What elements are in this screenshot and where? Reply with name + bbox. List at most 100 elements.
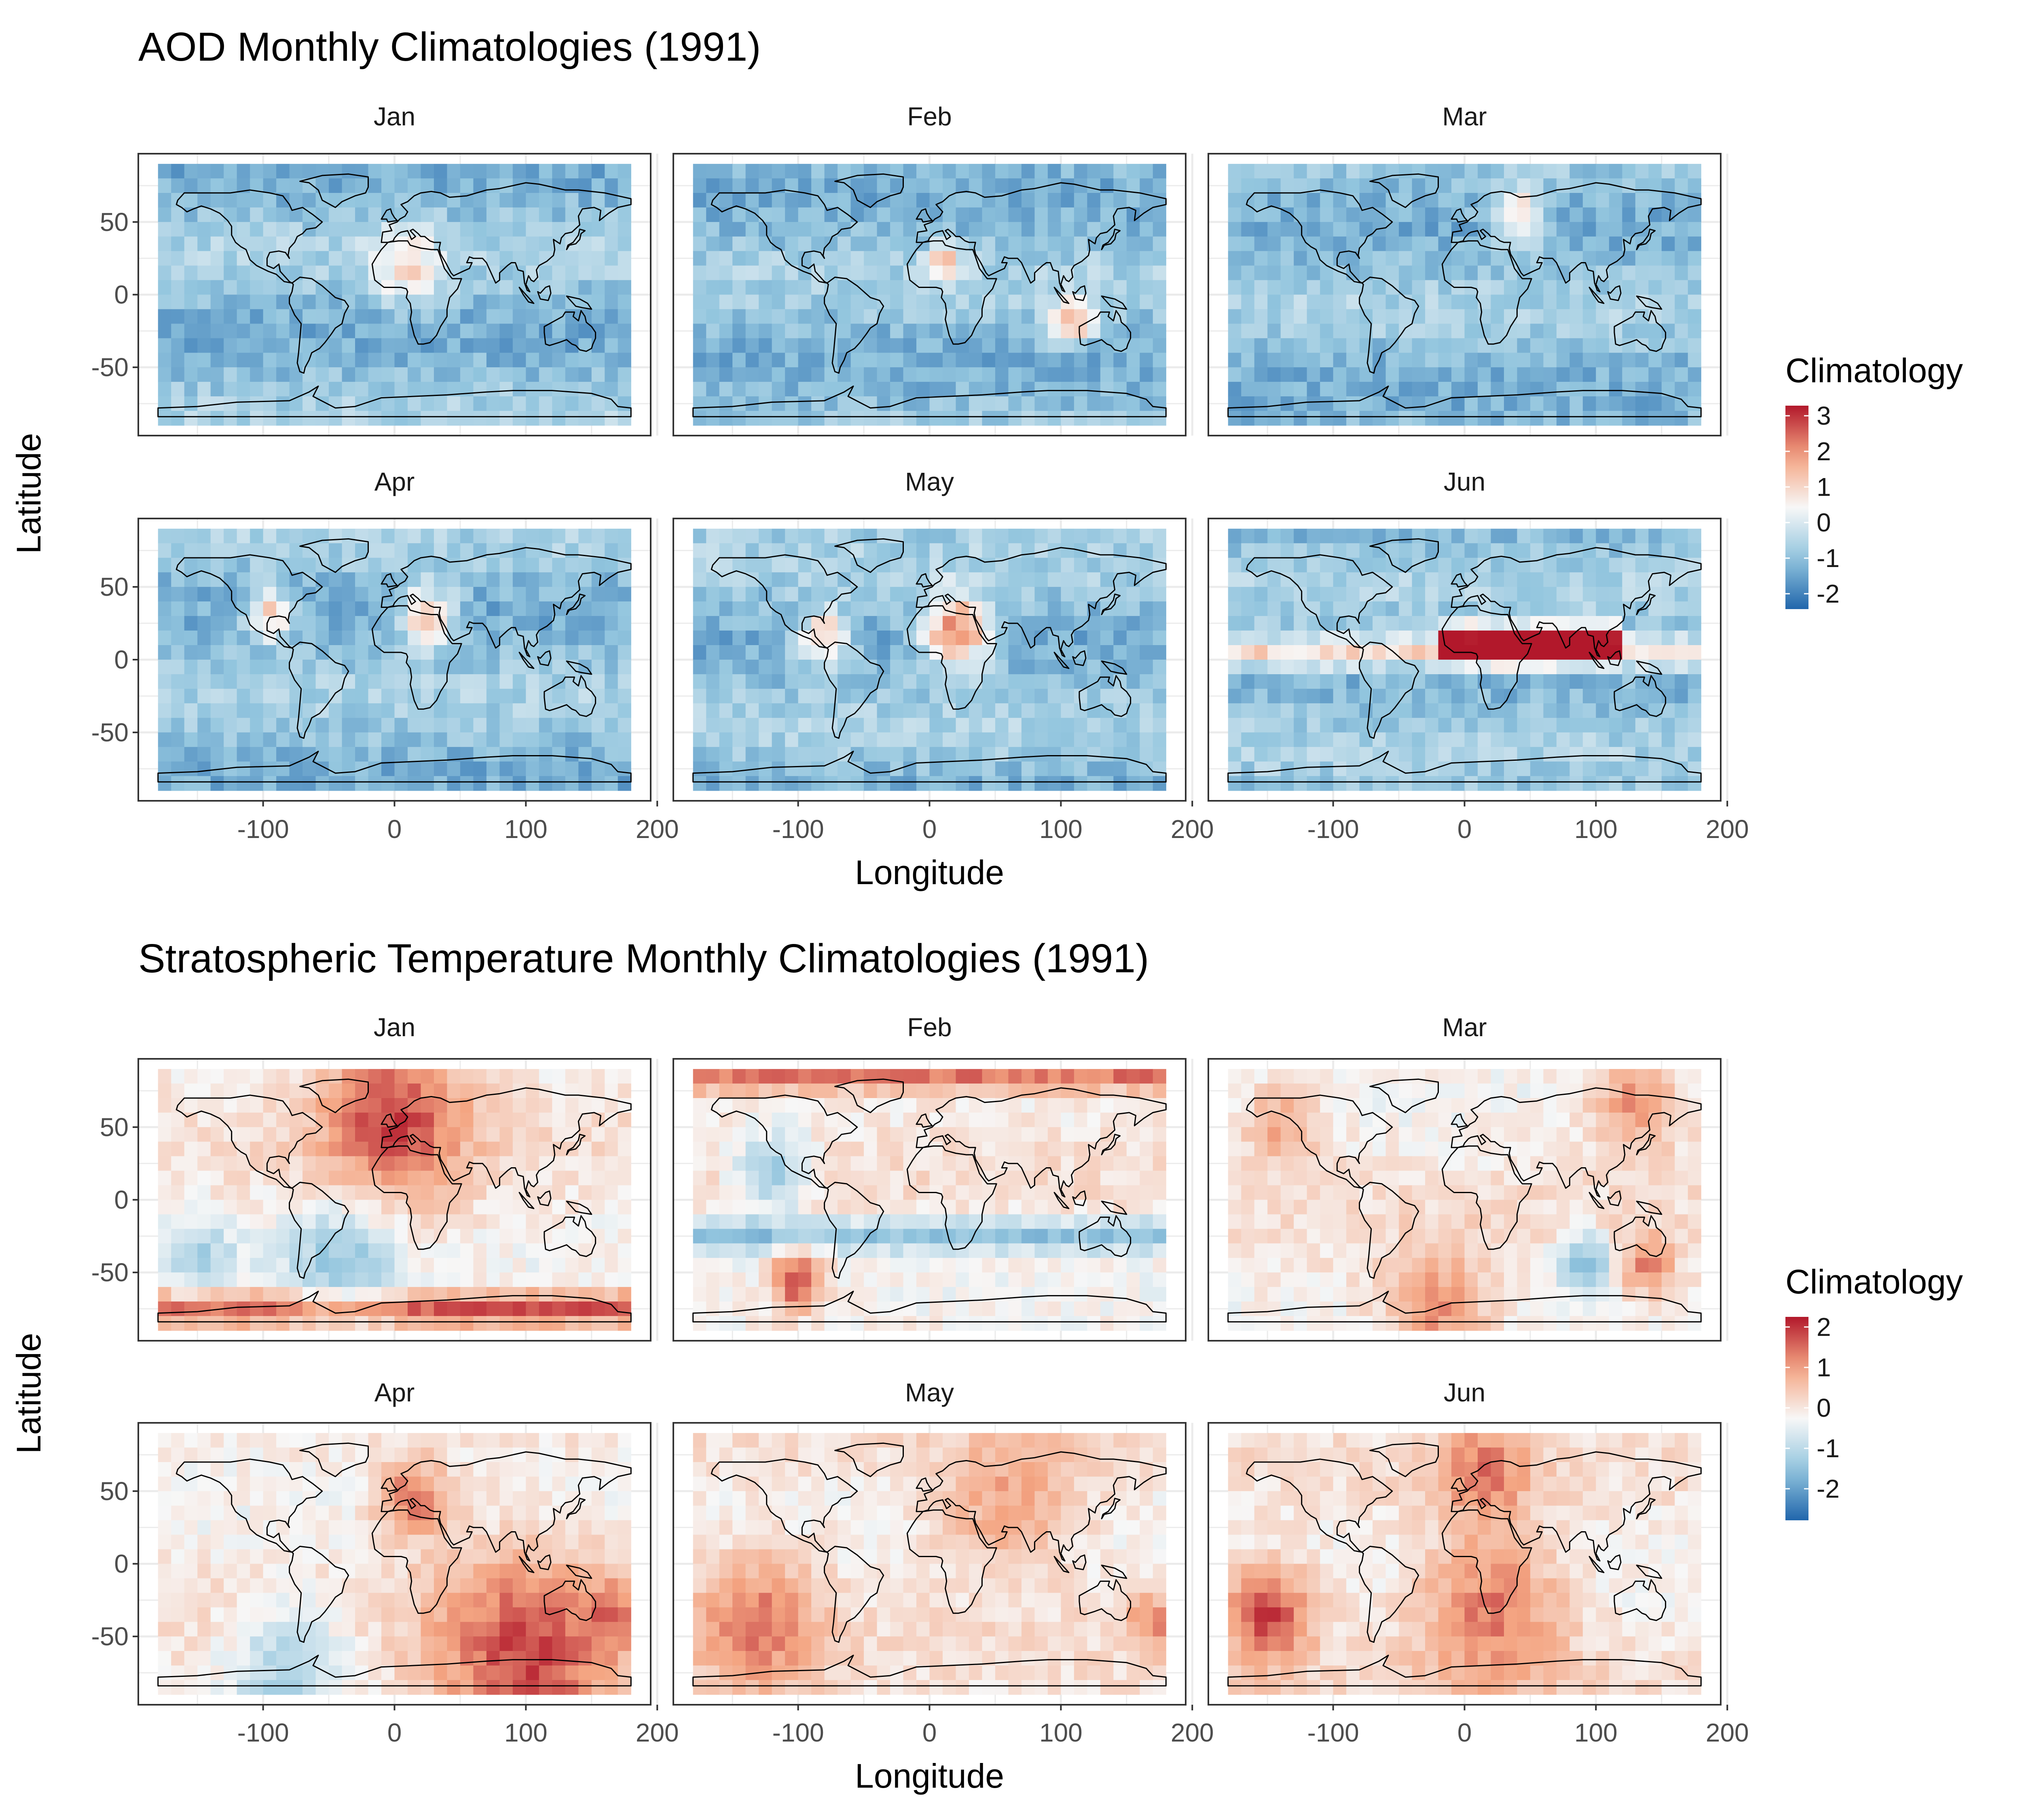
heatmap-cell [969, 367, 983, 382]
heatmap-cell [473, 367, 487, 382]
heatmap-cell [877, 703, 890, 718]
heatmap-cell [237, 688, 250, 704]
heatmap-cell [1438, 703, 1452, 718]
heatmap-cell [315, 776, 329, 791]
heatmap-cell [250, 587, 264, 602]
heatmap-cell [1569, 776, 1583, 791]
heatmap-cell [512, 1243, 526, 1258]
heatmap-cell [995, 587, 1009, 602]
heatmap-cell [552, 660, 566, 675]
heatmap-cell [1320, 367, 1334, 382]
heatmap-cell [158, 1112, 171, 1128]
heatmap-cell [618, 587, 631, 602]
heatmap-cell [473, 1127, 487, 1142]
heatmap-cell [552, 1272, 566, 1287]
heatmap-cell [342, 529, 355, 544]
heatmap-cell [158, 1316, 171, 1331]
heatmap-cell [473, 338, 487, 353]
heatmap-cell [565, 558, 579, 573]
heatmap-cell [1635, 164, 1649, 179]
heatmap-cell [798, 660, 812, 675]
heatmap-cell [1320, 703, 1334, 718]
heatmap-cell [706, 703, 720, 718]
heatmap-cell [526, 207, 539, 222]
heatmap-cell [1061, 1069, 1074, 1084]
land-outline [916, 547, 1167, 658]
heatmap-cell [1100, 1069, 1114, 1084]
heatmap-cell [526, 411, 539, 426]
heatmap-cell [719, 164, 733, 179]
heatmap-cell [1307, 601, 1320, 616]
land-outline [1101, 660, 1127, 675]
heatmap-cell [276, 353, 290, 368]
heatmap-cell [421, 1098, 434, 1113]
heatmap-cell [1648, 353, 1662, 368]
heatmap-cell [552, 1069, 566, 1084]
heatmap-cell [171, 367, 185, 382]
heatmap-cell [1333, 688, 1347, 704]
heatmap-cell [995, 309, 1009, 324]
heatmap-cell [1373, 280, 1386, 295]
heatmap-cell [1385, 367, 1399, 382]
heatmap-cell [618, 1200, 631, 1215]
heatmap-cell [1477, 572, 1491, 587]
heatmap-cell [197, 396, 211, 411]
heatmap-cell [342, 382, 355, 397]
heatmap-cell [1074, 294, 1087, 310]
heatmap-cell [1061, 396, 1074, 411]
heatmap-cell [1477, 265, 1491, 281]
heatmap-cell [447, 236, 461, 252]
heatmap-cell [158, 280, 171, 295]
heatmap-cell [302, 294, 316, 310]
heatmap-cell [407, 367, 421, 382]
heatmap-cell [526, 1287, 539, 1302]
heatmap-cell [1688, 543, 1701, 558]
heatmap-cell [526, 761, 539, 777]
heatmap-cell [447, 1112, 461, 1128]
heatmap-cell [903, 703, 917, 718]
heatmap-cell [1100, 587, 1114, 602]
heatmap-cell [618, 543, 631, 558]
heatmap-cell [1294, 164, 1307, 179]
heatmap-cell [605, 660, 618, 675]
facet-label: Mar [1442, 102, 1487, 131]
heatmap-cell [1596, 193, 1610, 208]
heatmap-cell [224, 529, 237, 544]
heatmap-cell [1582, 587, 1596, 602]
heatmap-cell [342, 1316, 355, 1331]
heatmap-cell [1034, 309, 1048, 324]
heatmap-cell [1412, 396, 1426, 411]
heatmap-cell [1556, 616, 1570, 631]
heatmap-cell [1425, 587, 1439, 602]
heatmap-cell [956, 251, 969, 266]
heatmap-cell [342, 1069, 355, 1084]
heatmap-cell [263, 338, 277, 353]
heatmap-cell [434, 587, 448, 602]
heatmap-cell [565, 1316, 579, 1331]
heatmap-cell [824, 732, 838, 747]
heatmap-cell [1047, 251, 1061, 266]
heatmap-cell [381, 1200, 395, 1215]
heatmap-cell [864, 411, 878, 426]
heatmap-cell [811, 222, 825, 237]
heatmap-cell [1280, 353, 1294, 368]
heatmap-cell [263, 1272, 277, 1287]
heatmap-cell [486, 674, 500, 689]
heatmap-cell [315, 601, 329, 616]
heatmap-cell [460, 1316, 474, 1331]
heatmap-cell [421, 193, 434, 208]
heatmap-cell [605, 338, 618, 353]
heatmap-cell [421, 732, 434, 747]
heatmap-cell [197, 1287, 211, 1302]
heatmap-cell [1399, 587, 1413, 602]
land-outline [518, 287, 535, 304]
heatmap-cell [315, 1316, 329, 1331]
heatmap-cell [719, 747, 733, 762]
heatmap-cell [956, 688, 969, 704]
heatmap-cell [824, 616, 838, 631]
heatmap-cell [759, 236, 772, 252]
heatmap-cell [447, 1098, 461, 1113]
heatmap-cell [969, 178, 983, 193]
heatmap-cell [785, 193, 799, 208]
heatmap-cell [197, 207, 211, 222]
